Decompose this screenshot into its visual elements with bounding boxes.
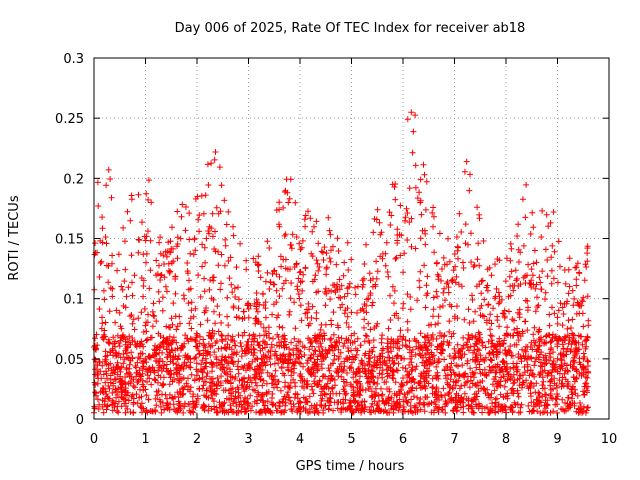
x-tick-label: 6 (399, 432, 407, 447)
x-tick-label: 2 (193, 432, 201, 447)
x-tick-label: 3 (244, 432, 252, 447)
scatter-points (91, 109, 592, 416)
x-tick-label: 10 (601, 432, 618, 447)
x-tick-label: 0 (90, 432, 98, 447)
y-tick-label: 0.1 (63, 293, 84, 308)
x-tick-label: 5 (347, 432, 355, 447)
y-tick-label: 0.2 (63, 172, 84, 187)
y-tick-label: 0.25 (55, 112, 84, 127)
y-axis-label: ROTI / TECUs (7, 195, 22, 280)
chart-title: Day 006 of 2025, Rate Of TEC Index for r… (175, 21, 526, 36)
axis-ticks: 0 1 2 3 4 5 6 7 8 9 10 0 0.05 0.1 0.15 0.2 0.25 0.3 (55, 52, 617, 447)
roti-data-points (91, 109, 592, 416)
x-tick-label: 7 (450, 432, 458, 447)
y-tick-label: 0.05 (55, 353, 84, 368)
x-tick-label: 1 (141, 432, 149, 447)
x-tick-label: 8 (502, 432, 510, 447)
x-axis-label: GPS time / hours (296, 459, 405, 474)
x-tick-label: 9 (553, 432, 561, 447)
y-tick-label: 0.15 (55, 233, 84, 248)
grid (94, 58, 609, 419)
x-tick-label: 4 (296, 432, 304, 447)
y-tick-label: 0.3 (63, 52, 84, 67)
y-tick-label: 0 (76, 413, 84, 428)
